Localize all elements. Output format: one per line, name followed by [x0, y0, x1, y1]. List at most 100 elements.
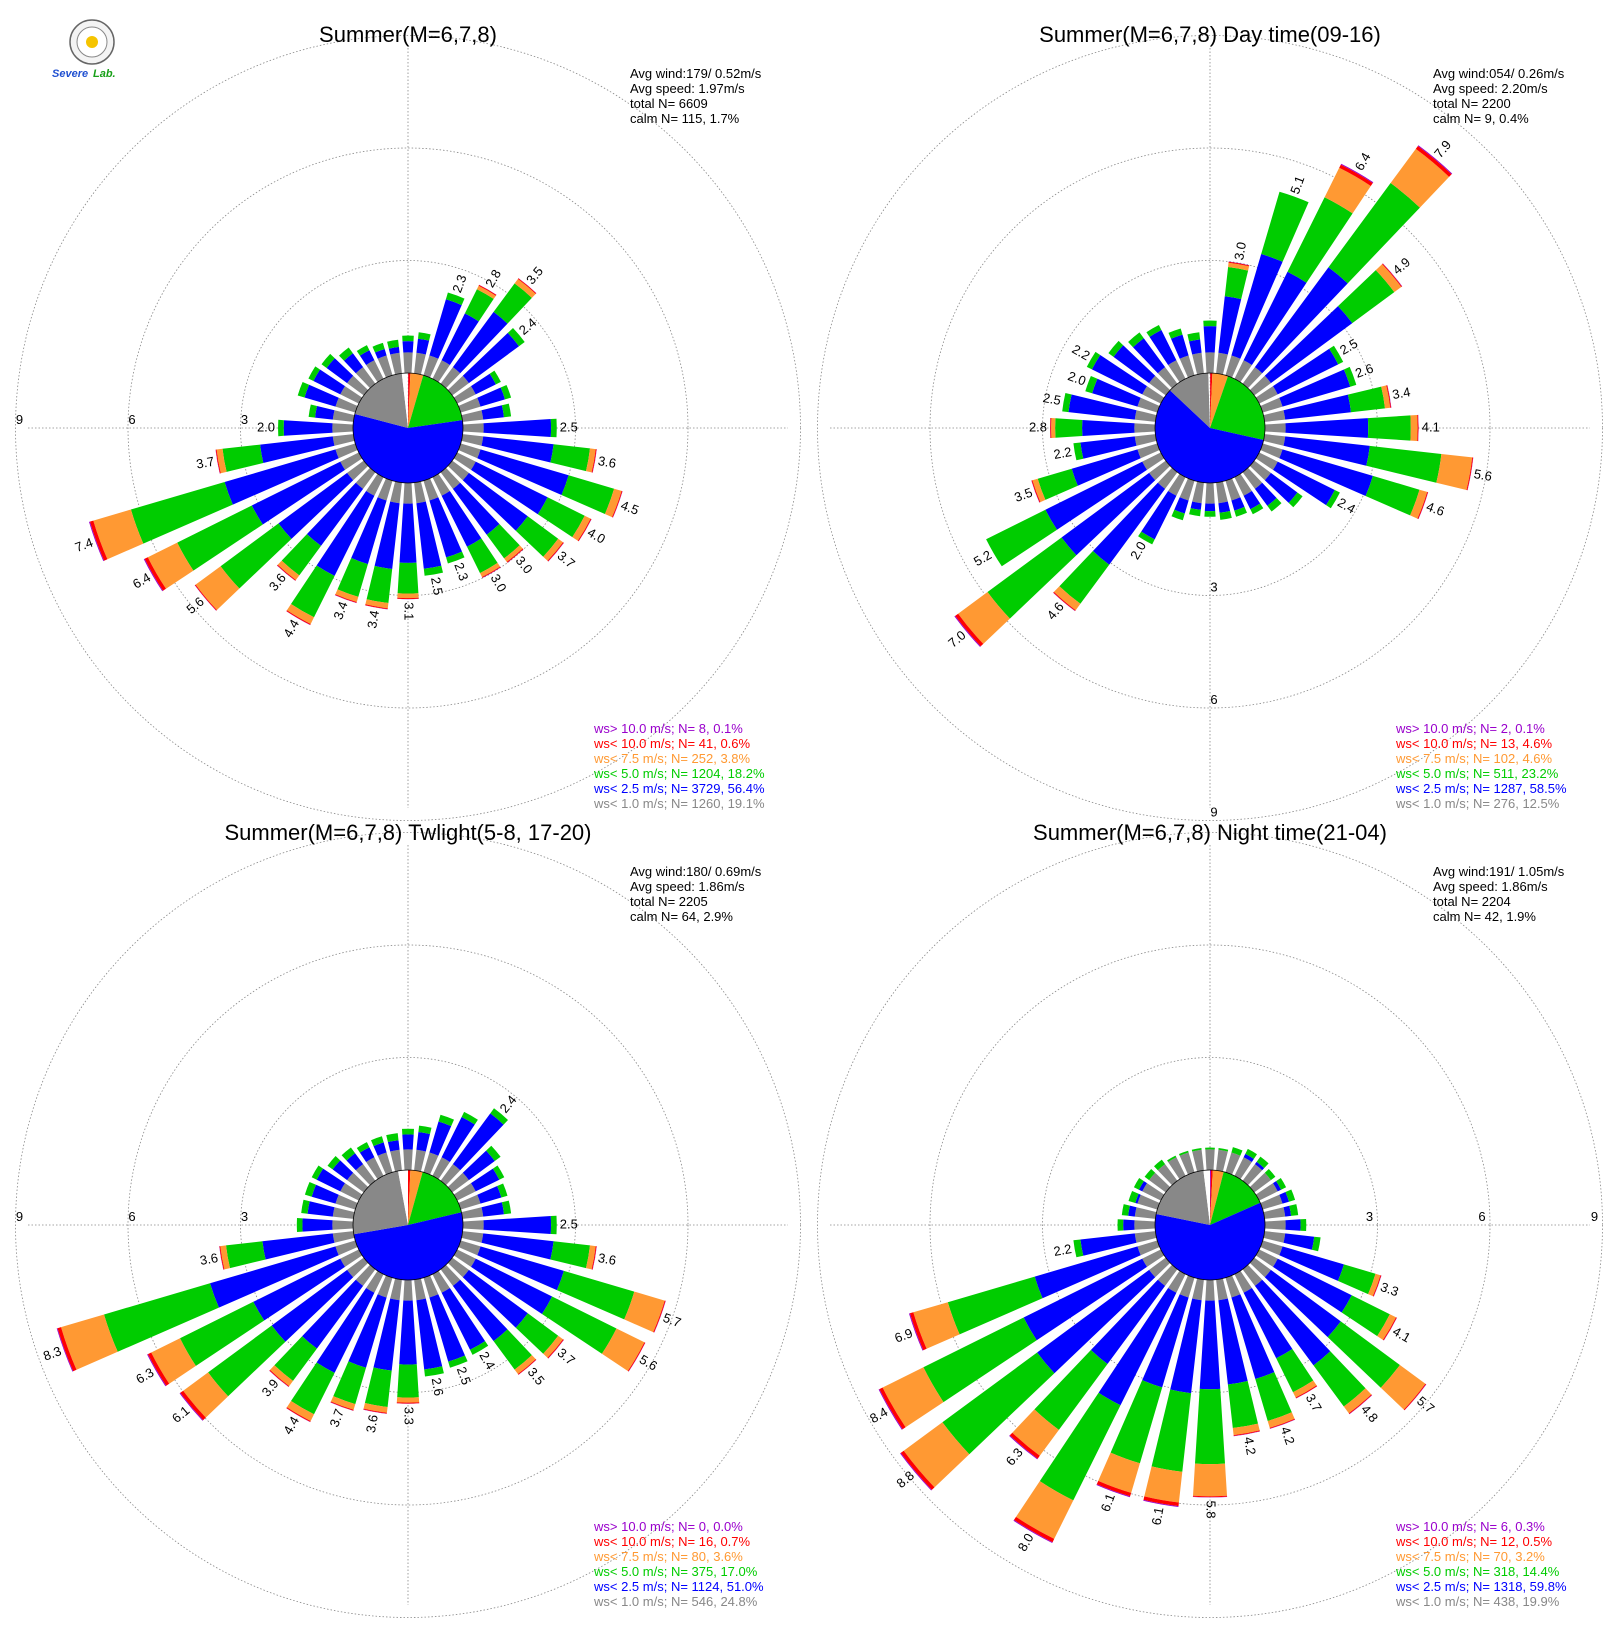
- ring-label: 6: [128, 1209, 135, 1224]
- wind-bar-segment: [1415, 146, 1452, 177]
- wind-bar-segment: [1234, 1270, 1252, 1293]
- wind-bar-segment: [432, 1270, 450, 1293]
- wind-bar-segment: [1134, 1220, 1156, 1230]
- wind-bar-segment: [900, 1452, 932, 1491]
- wind-bar-segment: [453, 1183, 476, 1201]
- wind-bar-segment: [1326, 490, 1340, 509]
- wind-rose-panel: 3 6 93.34.15.74.83.74.24.25.86.16.18.06.38…: [817, 820, 1603, 1618]
- wind-bar-segment: [397, 1364, 419, 1398]
- wind-bar-segment: [1216, 1149, 1228, 1172]
- bar-value-label: 2.2: [1052, 1241, 1072, 1259]
- wind-bar-segment: [1031, 480, 1040, 503]
- wind-bar-segment: [220, 1245, 230, 1270]
- wind-bar-segment: [315, 406, 335, 420]
- wind-bar-segment: [550, 418, 557, 438]
- legend-entry: ws< 7.5 m/s; N= 70, 3.2%: [1395, 1549, 1545, 1564]
- pie-slice: [1155, 390, 1264, 483]
- wind-bar-segment: [518, 1359, 537, 1375]
- wind-bar-segment: [1085, 376, 1098, 394]
- wind-bar-segment: [1192, 352, 1204, 375]
- wind-bar-segment: [1245, 1148, 1257, 1159]
- wind-bar-segment: [297, 382, 310, 398]
- wind-bar-segment: [1049, 418, 1051, 438]
- wind-bar-segment: [1273, 461, 1335, 506]
- bar-value-label: 3.7: [555, 1345, 578, 1368]
- wind-bar-segment: [269, 1369, 290, 1387]
- wind-bar-segment: [402, 335, 414, 342]
- wind-bar-segment: [1279, 369, 1351, 407]
- wind-bar-segment: [1134, 434, 1157, 446]
- wind-bar-segment: [416, 501, 442, 569]
- stats-line: Avg wind:179/ 0.52m/s: [630, 66, 762, 81]
- wind-bar-segment: [471, 1258, 553, 1314]
- wind-bar-segment: [1348, 1394, 1372, 1414]
- wind-bar-segment: [1133, 1178, 1144, 1190]
- wind-bar-segment: [477, 387, 505, 407]
- wind-bar-segment: [1254, 267, 1348, 374]
- wind-bar-segment: [462, 1269, 528, 1328]
- wind-bar-segment: [1260, 1194, 1283, 1210]
- pie-slice: [1210, 373, 1228, 428]
- legend-entry: ws< 10.0 m/s; N= 16, 0.7%: [593, 1534, 751, 1549]
- wind-bar-segment: [441, 1288, 486, 1350]
- wind-bar-segment: [1387, 385, 1392, 408]
- wind-bar-segment: [306, 482, 364, 546]
- wind-bar-segment: [958, 592, 1010, 644]
- wind-bar-segment: [1343, 366, 1357, 387]
- legend-entry: ws< 1.0 m/s; N= 276, 12.5%: [1395, 796, 1560, 811]
- wind-bar-segment: [390, 1278, 402, 1301]
- wind-bar-segment: [195, 566, 240, 610]
- wind-bar-segment: [452, 482, 500, 535]
- wind-bar-segment: [270, 1365, 293, 1387]
- ring-label: 3: [241, 1209, 248, 1224]
- wind-bar-segment: [1216, 481, 1228, 504]
- wind-bar-segment: [462, 423, 484, 433]
- wind-bar-segment: [577, 518, 592, 542]
- bar-value-label: 3.6: [597, 453, 617, 471]
- wind-bar-segment: [1110, 1380, 1163, 1464]
- wind-bar-segment: [183, 1372, 229, 1418]
- wind-bar-segment: [366, 1270, 384, 1293]
- wind-bar-segment: [1255, 386, 1278, 404]
- wind-bar-segment: [1009, 1432, 1040, 1459]
- wind-bar-segment: [1128, 332, 1144, 348]
- bar-value-label: 6.4: [130, 570, 153, 592]
- wind-bar-segment: [1171, 509, 1185, 521]
- wind-bar-segment: [1233, 1431, 1260, 1437]
- ring-label: 9: [1591, 1209, 1598, 1224]
- wind-bar-segment: [954, 615, 981, 647]
- wind-bar-segment: [1365, 475, 1420, 516]
- wind-bar-segment: [429, 1121, 452, 1156]
- wind-bar-segment: [1073, 442, 1084, 461]
- wind-bar-segment: [332, 410, 355, 422]
- wind-bar-segment: [1179, 355, 1195, 378]
- wind-bar-segment: [1343, 1388, 1372, 1414]
- grid-ring: [817, 35, 1603, 821]
- wind-bar-segment: [304, 1182, 316, 1197]
- bar-value-label: 3.4: [364, 609, 382, 629]
- wind-bar-segment: [483, 419, 552, 437]
- wind-bar-segment: [283, 420, 333, 436]
- wind-bar-segment: [578, 519, 592, 542]
- wind-bar-segment: [286, 1401, 314, 1421]
- bar-value-label: 3.4: [1391, 384, 1411, 402]
- legend-entry: ws< 2.5 m/s; N= 1124, 51.0%: [593, 1579, 764, 1594]
- wind-bar-segment: [1149, 460, 1171, 481]
- wind-bar-segment: [1283, 1205, 1292, 1217]
- wind-bar-segment: [1225, 1275, 1241, 1298]
- wind-bar-segment: [903, 1422, 970, 1488]
- wind-bar-segment: [424, 1366, 444, 1377]
- wind-bar-segment: [1204, 503, 1216, 512]
- wind-bar-segment: [1372, 1275, 1382, 1297]
- bar-value-label: 4.5: [619, 497, 641, 517]
- pie-outline: [1154, 1169, 1266, 1281]
- wind-bar-segment: [377, 1152, 393, 1175]
- wind-bar-segment: [416, 338, 430, 355]
- panel-title: Summer(M=6,7,8) Twlight(5-8, 17-20): [224, 820, 591, 845]
- wind-bar-segment: [1254, 1161, 1265, 1171]
- wind-bar-segment: [462, 1220, 484, 1230]
- wind-bar-segment: [1242, 1264, 1263, 1286]
- wind-bar-segment: [1205, 1147, 1215, 1150]
- bar-value-label: 3.6: [266, 570, 289, 593]
- wind-bar-segment: [355, 367, 376, 389]
